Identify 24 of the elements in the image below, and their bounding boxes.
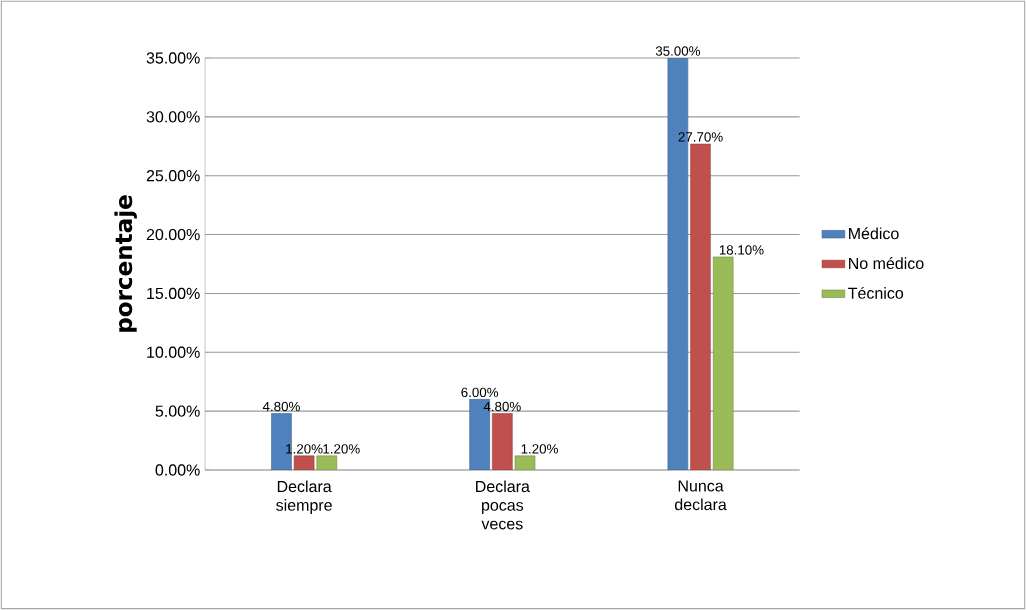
y-tick-label: 20.00% [146, 228, 200, 241]
data-label: 6.00% [461, 387, 499, 398]
data-label: 1.20% [521, 444, 558, 454]
y-tick-label: 0.00% [155, 464, 200, 476]
y-tick-label: 30.00% [146, 111, 200, 123]
y-tick-label: 5.00% [155, 405, 200, 417]
data-label: 1.20% [323, 444, 360, 454]
data-label: 4.80% [262, 401, 300, 412]
y-tick-label: 15.00% [147, 287, 200, 300]
x-tick-label: Declara pocas veces [476, 480, 530, 530]
x-tick-label: Nunca declara [674, 480, 727, 511]
legend-label: Técnico [848, 286, 904, 299]
y-tick-label: 35.00% [146, 52, 200, 64]
bar [690, 143, 711, 470]
bar [492, 413, 513, 470]
x-tick-label: Declara siempre [276, 480, 332, 514]
y-tick-label: 25.00% [146, 170, 200, 182]
data-label: 35.00% [655, 46, 701, 56]
legend-label: No médico [849, 257, 924, 270]
legend-label: Médico [849, 227, 899, 240]
bar [712, 256, 734, 470]
y-axis-title: porcentaje [114, 195, 137, 332]
data-label: 18.10% [719, 245, 764, 255]
y-tick-label: 10.00% [147, 346, 200, 358]
